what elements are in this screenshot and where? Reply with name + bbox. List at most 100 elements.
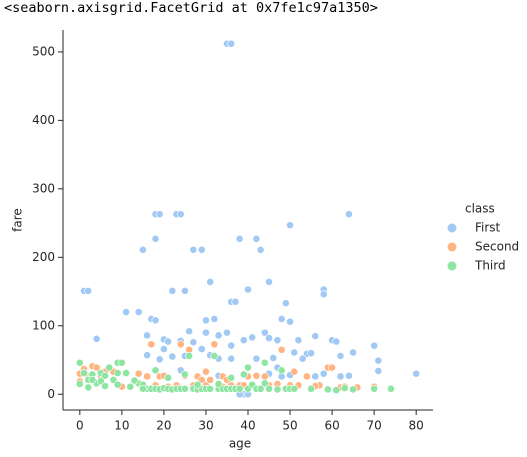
scatter-point: [290, 348, 299, 357]
scatter-point: [210, 340, 219, 349]
scatter-point: [202, 367, 210, 376]
scatter-point: [336, 372, 345, 381]
legend-label: Third: [474, 259, 506, 273]
scatter-point: [113, 380, 122, 389]
scatter-point: [122, 369, 130, 377]
scatter-point: [84, 286, 93, 295]
scatter-point: [252, 234, 261, 243]
scatter-point: [88, 375, 97, 384]
scatter-point: [260, 379, 269, 388]
scatter-point: [256, 245, 265, 254]
scatter-point: [336, 352, 345, 360]
scatter-point: [387, 384, 395, 393]
scatter-point: [374, 356, 383, 365]
scatter-point: [256, 384, 265, 393]
y-tick-label: 400: [32, 113, 55, 127]
scatter-point: [75, 380, 84, 388]
scatter-point: [227, 354, 236, 363]
scatter-point: [273, 385, 282, 394]
scatter-point: [181, 370, 189, 379]
scatter-point: [210, 352, 219, 360]
scatter-point: [155, 355, 164, 364]
scatter-point: [185, 352, 194, 360]
scatter-point: [92, 363, 101, 372]
scatter-point: [151, 234, 160, 243]
scatter-point: [345, 210, 353, 219]
scatter-point: [117, 358, 126, 367]
legend-marker: [447, 261, 457, 271]
scatter-point: [206, 375, 215, 384]
scatter-point: [84, 383, 93, 392]
x-tick-label: 40: [240, 419, 255, 433]
scatter-point: [290, 384, 299, 393]
x-axis-label: age: [229, 437, 251, 451]
scatter-point: [311, 372, 320, 381]
scatter-point: [260, 372, 269, 381]
scatter-point: [206, 384, 215, 393]
scatter-point: [252, 371, 261, 380]
x-tick-label: 20: [156, 419, 171, 433]
scatter-point: [277, 315, 286, 323]
scatter-point: [105, 363, 114, 372]
scatter-point: [281, 299, 290, 308]
scatter-point: [307, 384, 315, 393]
scatter-point: [176, 340, 185, 349]
x-tick-label: 60: [324, 419, 339, 433]
scatter-point: [143, 372, 151, 381]
scatter-point: [227, 341, 236, 350]
scatter-point: [235, 384, 244, 393]
scatter-point: [286, 317, 294, 326]
scatter-point: [206, 278, 215, 286]
scatter-point: [168, 286, 177, 295]
x-tick-label: 0: [76, 419, 84, 433]
x-tick-label: 30: [198, 419, 213, 433]
scatter-point: [202, 316, 210, 325]
scatter-point: [239, 336, 248, 345]
scatter-point: [332, 337, 341, 346]
x-tick-label: 50: [282, 419, 297, 433]
scatter-point: [185, 327, 194, 336]
scatter-point: [113, 369, 122, 377]
output-text: <seaborn.axisgrid.FacetGrid at 0x7fe1c97…: [4, 0, 378, 16]
scatter-point: [193, 380, 202, 389]
scatter-point: [214, 331, 223, 340]
scatter-point: [319, 290, 328, 299]
scatter-point: [176, 210, 185, 219]
scatter-point: [302, 372, 311, 381]
scatter-point: [260, 328, 269, 337]
scatter-point: [202, 328, 210, 337]
scatter-point: [126, 382, 135, 391]
scatter-point: [147, 340, 156, 349]
y-tick-label: 0: [47, 387, 55, 401]
scatter-point: [252, 354, 261, 363]
scatter-point: [311, 332, 320, 340]
scatter-point: [122, 308, 130, 316]
scatter-point: [269, 354, 278, 362]
scatter-point: [370, 384, 379, 393]
scatter-point: [189, 245, 198, 254]
scatter-point: [265, 278, 273, 286]
x-tick-label: 10: [114, 419, 129, 433]
scatter-point: [239, 370, 248, 379]
scatter-point: [298, 354, 307, 363]
scatter-point: [244, 285, 252, 294]
legend-label: First: [475, 221, 501, 235]
scatter-point: [181, 384, 189, 393]
scatter-point: [214, 380, 223, 388]
scatter-point: [223, 328, 231, 337]
scatter-point: [273, 336, 282, 345]
scatter-point: [155, 210, 164, 219]
legend-marker: [447, 223, 457, 233]
scatter-point: [277, 366, 286, 375]
scatter-point: [189, 338, 198, 347]
scatter-point: [160, 345, 168, 353]
scatter-point: [75, 358, 84, 367]
scatter-point: [244, 363, 252, 372]
x-tick-label: 70: [366, 419, 381, 433]
scatter-point: [151, 316, 160, 325]
y-tick-label: 200: [32, 250, 55, 264]
scatter-point: [164, 373, 173, 382]
y-tick-label: 100: [32, 318, 55, 332]
